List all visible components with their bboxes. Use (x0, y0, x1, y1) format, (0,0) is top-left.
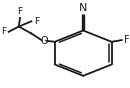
Text: F: F (124, 35, 129, 45)
Text: O: O (40, 35, 48, 45)
Text: F: F (17, 7, 23, 16)
Text: N: N (79, 3, 87, 13)
Text: F: F (1, 27, 6, 36)
Text: F: F (34, 17, 39, 26)
